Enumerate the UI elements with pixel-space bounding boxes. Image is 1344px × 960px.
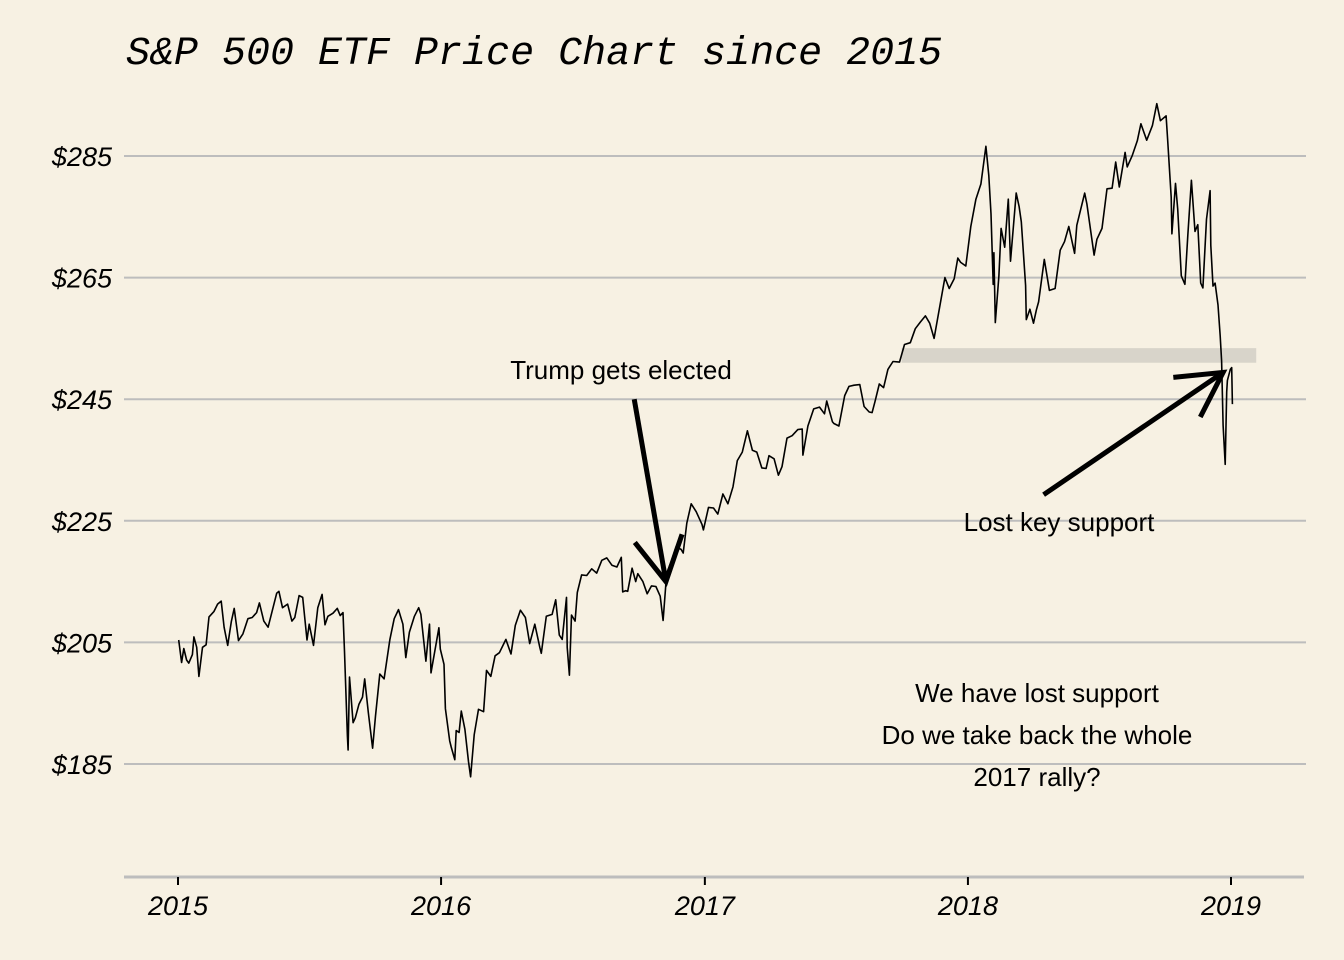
gridlines [124,155,1306,765]
x-tick-label: 2019 [1200,891,1261,921]
y-tick-label: $285 [51,142,113,172]
annotation-trump-arrow [631,398,685,587]
y-tick-label: $185 [51,750,113,780]
x-tick-label: 2015 [147,891,209,921]
annotation-question-line-2: Do we take back the whole [882,720,1193,750]
price-line [177,102,1234,778]
x-axis: 2015 2016 2017 2018 2019 [147,877,1261,921]
x-tick-label: 2016 [410,891,472,921]
y-axis-labels: $185 $205 $225 $245 $265 $285 [51,142,113,780]
y-tick-label: $225 [51,507,113,537]
y-tick-label: $245 [51,385,113,415]
arrow-head [632,533,685,587]
support-band [901,348,1257,363]
chart-title: S&P 500 ETF Price Chart since 2015 [126,32,942,77]
annotation-question-line-1: We have lost support [915,678,1160,708]
annotation-lost-support-label: Lost key support [964,507,1156,537]
x-tick-label: 2017 [674,891,736,921]
annotation-trump-label: Trump gets elected [510,355,732,385]
arrow-shaft [631,398,669,583]
y-tick-label: $205 [51,628,113,658]
x-tick-label: 2018 [937,891,998,921]
annotation-lost-support-arrow [1042,369,1228,497]
y-tick-label: $265 [51,264,113,294]
arrow-head [1173,369,1228,419]
annotation-question-line-3: 2017 rally? [973,762,1100,792]
arrow-shaft [1042,370,1225,497]
